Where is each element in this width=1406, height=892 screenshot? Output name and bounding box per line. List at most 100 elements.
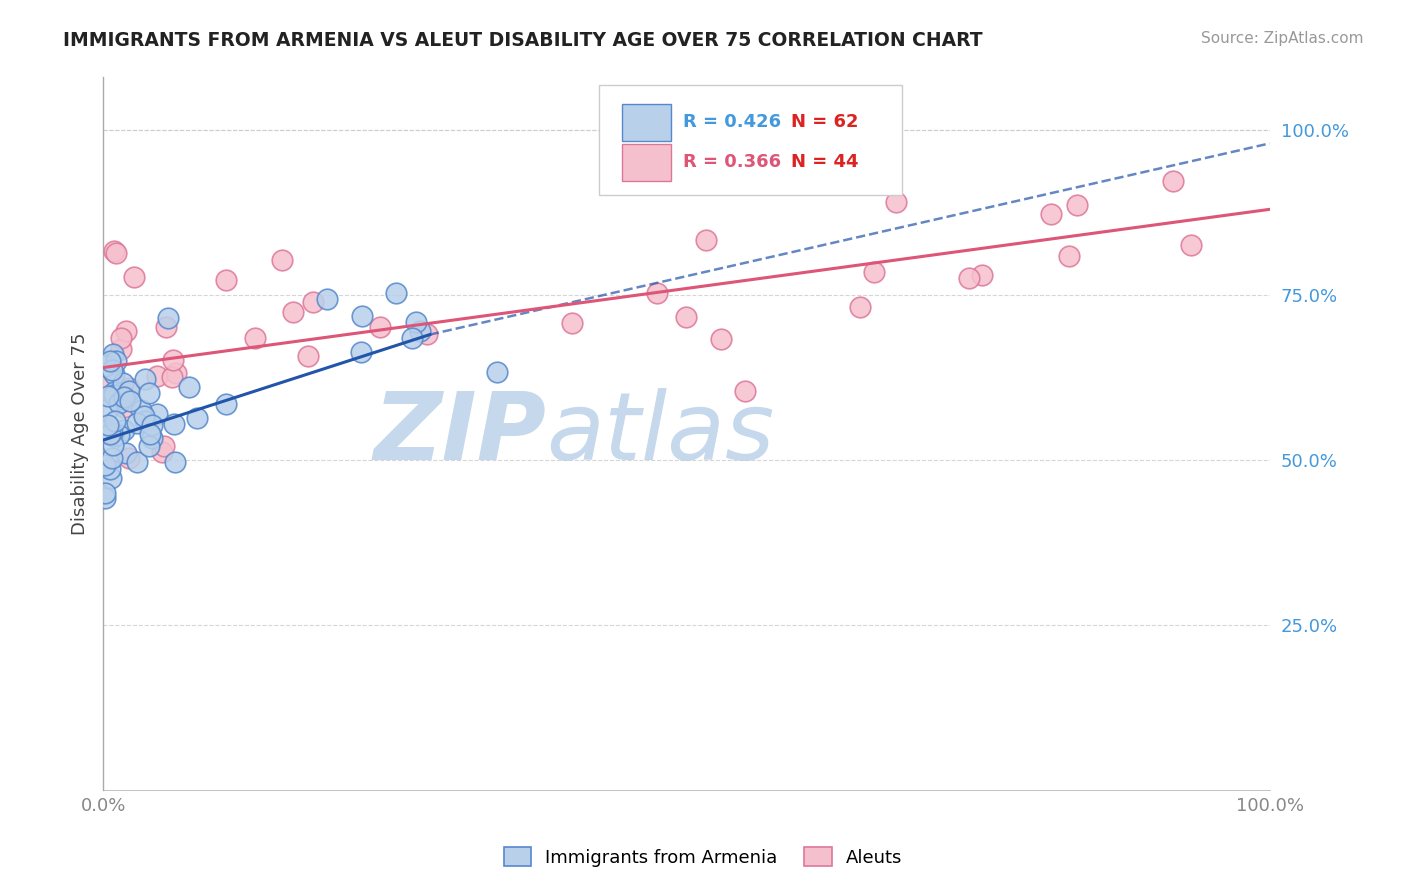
Point xyxy=(616,167,638,181)
Point xyxy=(94,491,117,506)
Point xyxy=(100,425,122,440)
Point xyxy=(710,332,733,346)
Point xyxy=(94,458,117,472)
Point xyxy=(297,349,319,363)
Text: Source: ZipAtlas.com: Source: ZipAtlas.com xyxy=(1201,31,1364,46)
Point xyxy=(162,417,184,432)
Point xyxy=(160,370,183,384)
Point xyxy=(96,419,118,434)
Point xyxy=(118,394,141,409)
Point xyxy=(97,427,120,442)
Point xyxy=(138,427,160,442)
Point xyxy=(486,365,509,379)
Point xyxy=(416,327,439,342)
Point xyxy=(162,352,184,367)
Point xyxy=(98,426,121,441)
Point xyxy=(316,292,339,306)
Point xyxy=(165,366,187,380)
Point xyxy=(150,445,173,459)
Point xyxy=(118,381,141,395)
Point xyxy=(1040,207,1063,221)
Point xyxy=(405,315,427,329)
Point xyxy=(96,424,118,438)
Point xyxy=(849,300,872,314)
Point xyxy=(675,310,697,324)
Point xyxy=(112,390,135,404)
Text: atlas: atlas xyxy=(547,388,775,479)
Point xyxy=(214,397,236,411)
Point xyxy=(125,416,148,430)
Text: R = 0.426: R = 0.426 xyxy=(683,113,782,131)
Point xyxy=(98,462,121,476)
Point xyxy=(132,409,155,423)
Point xyxy=(115,446,138,460)
Text: ZIP: ZIP xyxy=(374,387,547,480)
Point xyxy=(972,268,994,283)
Point xyxy=(114,324,136,338)
Point xyxy=(94,486,117,500)
Point xyxy=(110,331,132,345)
Point xyxy=(129,402,152,417)
Point xyxy=(103,367,125,381)
Point xyxy=(101,429,124,443)
Point xyxy=(101,437,124,451)
Point xyxy=(141,431,163,445)
Point xyxy=(122,270,145,285)
Point xyxy=(105,245,128,260)
Point xyxy=(141,417,163,432)
Point xyxy=(1163,174,1185,188)
Point xyxy=(1059,248,1081,262)
Point xyxy=(103,388,125,402)
Point xyxy=(118,450,141,465)
Point xyxy=(165,455,187,469)
Text: R = 0.366: R = 0.366 xyxy=(683,153,782,171)
Point xyxy=(155,319,177,334)
Point xyxy=(848,133,870,147)
Point xyxy=(243,331,266,345)
Point xyxy=(863,265,886,279)
Point xyxy=(145,369,167,384)
Point xyxy=(734,384,756,399)
Point xyxy=(350,309,373,323)
Point xyxy=(103,244,125,258)
Point xyxy=(957,271,980,285)
Point xyxy=(157,310,180,325)
Point xyxy=(145,407,167,421)
Point xyxy=(215,273,238,287)
Point xyxy=(385,285,408,300)
Text: IMMIGRANTS FROM ARMENIA VS ALEUT DISABILITY AGE OVER 75 CORRELATION CHART: IMMIGRANTS FROM ARMENIA VS ALEUT DISABIL… xyxy=(63,31,983,50)
Point xyxy=(101,363,124,377)
Text: N = 44: N = 44 xyxy=(792,153,859,171)
Point xyxy=(108,427,131,442)
FancyBboxPatch shape xyxy=(623,144,671,181)
Point xyxy=(1066,198,1088,212)
Point xyxy=(98,354,121,368)
Point xyxy=(107,396,129,410)
Point xyxy=(94,421,117,435)
Point xyxy=(96,357,118,371)
Point xyxy=(117,384,139,398)
Point xyxy=(1180,238,1202,252)
Point xyxy=(134,414,156,428)
Legend: Immigrants from Armenia, Aleuts: Immigrants from Armenia, Aleuts xyxy=(496,840,910,874)
Point xyxy=(350,344,373,359)
Point xyxy=(177,380,200,394)
Point xyxy=(302,295,325,310)
Text: N = 62: N = 62 xyxy=(792,113,859,131)
Point xyxy=(281,304,304,318)
Point xyxy=(110,392,132,407)
FancyBboxPatch shape xyxy=(623,103,671,141)
Point xyxy=(111,376,134,391)
Point xyxy=(368,319,391,334)
Point xyxy=(104,354,127,368)
Point xyxy=(100,471,122,485)
Point xyxy=(97,418,120,433)
Point xyxy=(884,194,907,209)
Point xyxy=(138,439,160,453)
Point xyxy=(112,424,135,438)
Point xyxy=(96,402,118,417)
Point xyxy=(112,400,135,414)
Point xyxy=(97,388,120,402)
Point xyxy=(138,385,160,400)
Point xyxy=(108,392,131,406)
